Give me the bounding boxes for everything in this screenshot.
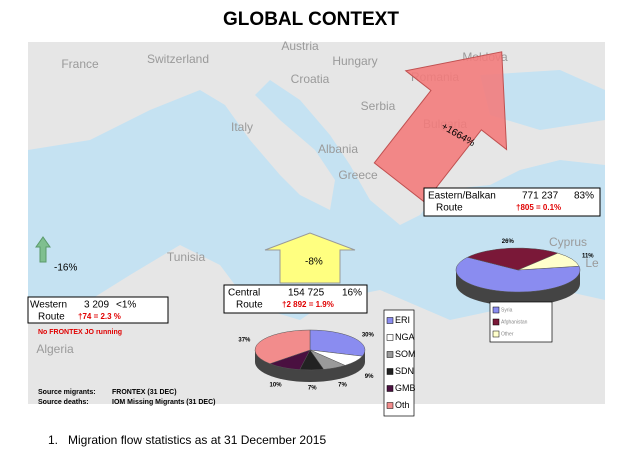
pie-slice — [466, 247, 559, 271]
map-label: Albania — [318, 142, 358, 156]
route-box — [223, 284, 368, 314]
legend-swatch — [386, 351, 394, 358]
legend-label: Other — [501, 331, 514, 337]
route-migrants: 154 725 — [288, 288, 325, 299]
legend-label: SOM — [395, 349, 416, 359]
legend-swatch — [492, 318, 500, 326]
western-change: -16% — [54, 263, 77, 274]
map-label: Austria — [281, 39, 319, 53]
route-label: Route — [38, 312, 65, 323]
map-label: Croatia — [291, 72, 330, 86]
pie-label: 10% — [270, 382, 283, 388]
map-label: Hungary — [332, 54, 377, 68]
legend-label: ERI — [395, 315, 410, 325]
pie-slice — [455, 256, 581, 293]
black-sea — [480, 70, 605, 130]
route-share: 16% — [342, 288, 362, 299]
legend-box — [383, 309, 415, 417]
route-share: 83% — [574, 191, 594, 202]
route-name: Central — [228, 288, 260, 299]
map-label: Cyprus — [549, 235, 587, 249]
footnote-text: Migration flow statistics as at 31 Decem… — [68, 433, 326, 447]
source-value: IOM Missing Migrants (31 DEC) — [112, 399, 215, 406]
legend-swatch — [492, 306, 500, 314]
source-label: Source deaths: — [38, 399, 89, 406]
sea — [28, 80, 605, 320]
legend-label: GMB — [395, 383, 416, 393]
route-name: Western — [30, 300, 67, 311]
route-deaths: †805 = 0.1% — [516, 203, 561, 212]
route-name: Eastern/Balkan — [428, 191, 496, 202]
map-label: Algeria — [36, 342, 74, 356]
legend-swatch — [386, 402, 394, 409]
map-label: France — [61, 57, 99, 71]
route-migrants: 771 237 — [522, 191, 559, 202]
route-share: <1% — [116, 300, 136, 311]
pie-label: 7% — [308, 386, 317, 392]
map-label: Le — [585, 256, 599, 270]
legend-label: SDN — [395, 366, 414, 376]
pie-slice — [254, 329, 311, 364]
pie-label: 9% — [365, 374, 374, 380]
legend-label: NGA — [395, 332, 415, 342]
route-migrants: 3 209 — [84, 300, 109, 311]
pie-label: 7% — [338, 383, 347, 389]
legend-label: Oth — [395, 400, 410, 410]
legend-swatch — [386, 317, 394, 324]
pie-label: 30% — [362, 332, 375, 338]
western-arrow — [35, 236, 51, 263]
pie-label: 37% — [238, 337, 251, 343]
legend-label: Afghanistan — [501, 319, 528, 325]
route-deaths: †2 892 = 1.9% — [282, 300, 334, 309]
pie-slice — [309, 329, 366, 357]
source-value: FRONTEX (31 DEC) — [112, 389, 177, 396]
footnote-number: 1. — [48, 433, 58, 447]
legend-label: Syria — [501, 307, 513, 313]
pie-slice — [517, 252, 580, 271]
route-box — [27, 296, 169, 324]
map-label: Switzerland — [147, 52, 209, 66]
western-note: No FRONTEX JO running — [38, 329, 122, 336]
route-label: Route — [436, 203, 463, 214]
route-deaths: †74 = 2.3 % — [78, 312, 121, 321]
central-arrow — [264, 232, 356, 284]
map-label: Greece — [338, 168, 378, 182]
legend-swatch — [386, 334, 394, 341]
pie-label: 26% — [502, 239, 515, 245]
legend-swatch — [492, 330, 500, 338]
pie-label: 11% — [582, 253, 594, 259]
legend-box — [489, 301, 553, 343]
legend-swatch — [386, 368, 394, 375]
title: GLOBAL CONTEXT — [223, 9, 399, 30]
map-label: Tunisia — [167, 250, 206, 264]
source-label: Source migrants: — [38, 389, 96, 396]
route-box — [423, 187, 601, 217]
map-label: Serbia — [361, 99, 396, 113]
central-change: -8% — [305, 257, 323, 268]
legend-swatch — [386, 385, 394, 392]
route-label: Route — [236, 300, 263, 311]
map-label: Italy — [231, 120, 253, 134]
